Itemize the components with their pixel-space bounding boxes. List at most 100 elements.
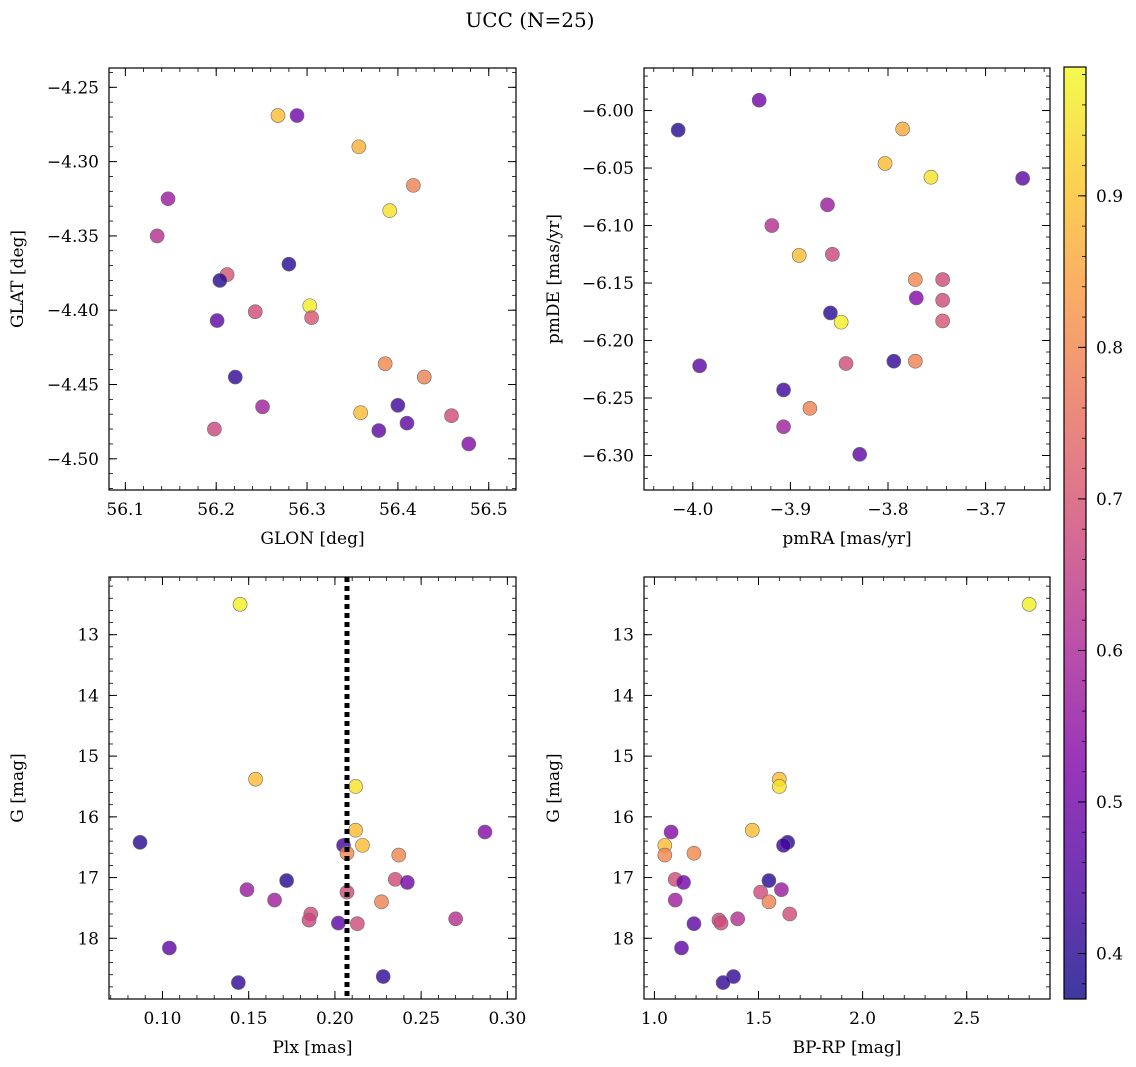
scatter-point — [908, 353, 923, 369]
scatter-point — [908, 290, 924, 306]
y-axis-label: GLAT [deg] — [8, 230, 28, 328]
x-axis-label: pmRA [mas/yr] — [782, 529, 911, 549]
scatter-point — [281, 256, 297, 272]
x-tick-label: 56.4 — [379, 500, 417, 520]
y-tick-label: −4.50 — [47, 450, 99, 470]
scatter-point — [391, 847, 407, 863]
scatter-point — [387, 872, 403, 887]
scatter-point — [461, 436, 477, 452]
scatter-point — [444, 408, 459, 424]
scatter-point — [162, 940, 177, 956]
scatter-point — [348, 822, 363, 838]
y-tick-label: 15 — [612, 747, 634, 767]
axes-frame — [643, 67, 1051, 491]
x-tick-label: 0.20 — [316, 1009, 354, 1029]
colorbar-frame — [1063, 66, 1087, 1000]
scatter-point — [416, 369, 432, 385]
y-tick-label: 17 — [77, 869, 99, 889]
x-tick-label: 1.5 — [745, 1009, 772, 1029]
scatter-point — [838, 356, 854, 371]
scatter-point — [209, 313, 225, 328]
x-axis-label: GLON [deg] — [260, 529, 364, 549]
scatter-point — [782, 906, 798, 922]
y-tick-label: 13 — [612, 626, 634, 646]
scatter-point — [776, 838, 791, 853]
x-tick-label: 1.0 — [641, 1009, 668, 1029]
y-tick-label: 14 — [612, 686, 634, 706]
x-tick-label: 2.0 — [849, 1009, 876, 1029]
scatter-point — [231, 975, 246, 990]
scatter-point — [207, 421, 222, 437]
scatter-point — [761, 894, 777, 910]
x-tick-label: 2.5 — [953, 1009, 980, 1029]
y-tick-label: 13 — [77, 626, 99, 646]
scatter-point — [820, 197, 835, 213]
x-tick-label: 56.1 — [106, 500, 144, 520]
scatter-point — [400, 875, 415, 890]
y-axis-label: pmDE [mas/yr] — [544, 214, 564, 344]
scatter-panel-2: −4.0 −3.9 −3.8 −3.7 −6.00 −6.05 −6.10 −6.15 −6.2… — [544, 67, 1051, 549]
x-tick-label: −3.9 — [770, 500, 811, 520]
scatter-point — [331, 915, 346, 931]
scatter-point — [375, 969, 391, 984]
scatter-point — [227, 369, 243, 385]
colorbar-tick-label: 0.9 — [1096, 187, 1123, 207]
scatter-point — [852, 447, 867, 462]
scatter-point — [160, 191, 176, 207]
colorbar-tick-label: 0.6 — [1096, 641, 1123, 661]
x-tick-label: −3.8 — [867, 500, 908, 520]
y-tick-label: −4.25 — [47, 78, 99, 98]
scatter-point — [355, 838, 370, 853]
colorbar-tick-label: 0.8 — [1096, 338, 1123, 358]
scatter-panel-4: 1.0 1.5 2.0 2.5 13 14 15 16 17 18 BP-RP [mag] G [ma… — [544, 576, 1051, 1058]
y-axis-label: G [mag] — [8, 753, 28, 822]
scatter-point — [667, 892, 683, 908]
x-tick-label: 56.3 — [288, 500, 326, 520]
x-axis-label: BP-RP [mag] — [793, 1038, 902, 1058]
scatter-point — [1021, 597, 1037, 612]
scatter-point — [753, 884, 768, 900]
scatter-point — [823, 305, 838, 321]
y-tick-label: 16 — [77, 808, 99, 828]
scatter-point — [132, 835, 148, 850]
y-tick-label: 18 — [612, 929, 634, 949]
scatter-point — [935, 292, 950, 308]
y-tick-label: −6.20 — [582, 332, 634, 352]
y-tick-label: −4.40 — [47, 301, 99, 321]
scatter-point — [886, 353, 902, 369]
scatter-point — [448, 911, 463, 927]
scatter-point — [1015, 171, 1030, 186]
axes-frame — [108, 576, 517, 1000]
y-tick-label: −4.45 — [47, 376, 99, 396]
x-axis-label: Plx [mas] — [272, 1038, 352, 1058]
scatter-point — [715, 975, 731, 990]
figure-title: UCC (N=25) — [465, 8, 594, 32]
scatter-point — [374, 894, 389, 910]
x-tick-label: 0.30 — [488, 1009, 526, 1029]
scatter-point — [232, 597, 248, 612]
x-tick-label: −4.0 — [672, 500, 713, 520]
scatter-point — [348, 779, 363, 794]
scatter-point — [477, 824, 493, 840]
x-tick-label: 56.2 — [197, 500, 235, 520]
scatter-point — [279, 873, 294, 888]
scatter-point — [270, 108, 286, 123]
scatter-point — [239, 882, 255, 898]
scatter-point — [377, 356, 393, 371]
scatter-point — [825, 246, 840, 262]
scatter-point — [676, 875, 691, 890]
scatter-point — [895, 121, 910, 137]
colorbar: 0.4 0.5 0.6 0.7 0.8 0.9 — [1063, 66, 1123, 1000]
scatter-point — [877, 156, 893, 171]
scatter-point — [149, 228, 165, 244]
scatter-point — [248, 771, 263, 787]
scatter-point — [744, 822, 760, 838]
scatter-point — [761, 873, 777, 888]
x-tick-label: −3.7 — [965, 500, 1006, 520]
y-tick-label: −4.30 — [47, 153, 99, 173]
scatter-point — [350, 916, 365, 932]
y-tick-label: −6.30 — [582, 447, 634, 467]
scatter-point — [399, 415, 415, 431]
colorbar-gradient — [1064, 67, 1086, 999]
